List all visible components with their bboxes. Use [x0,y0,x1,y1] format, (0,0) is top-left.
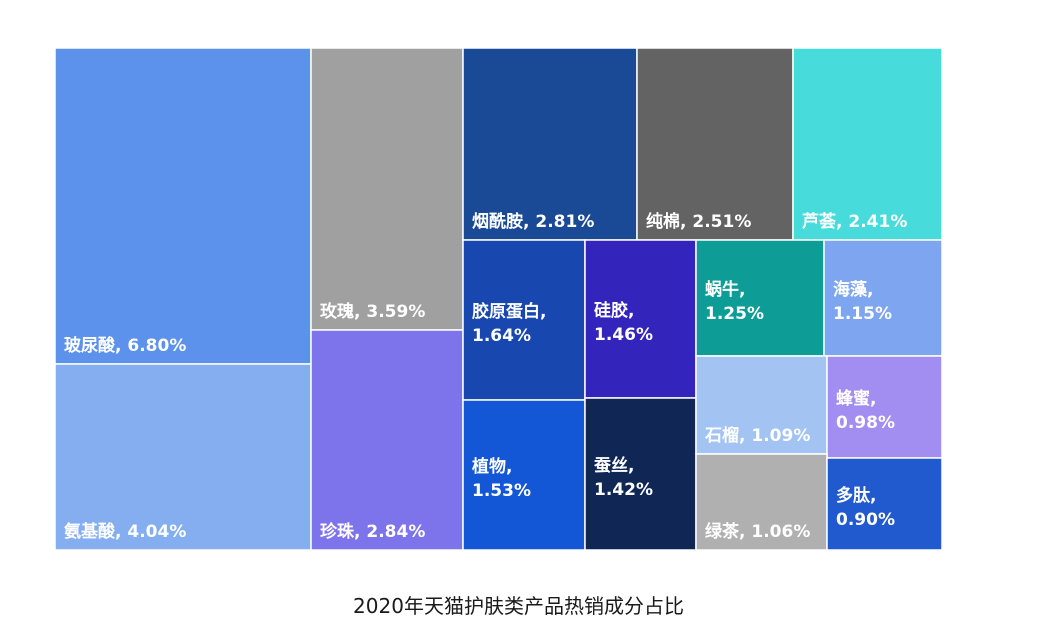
treemap-tile: 烟酰胺, 2.81% [462,47,638,241]
treemap-tile: 绿茶, 1.06% [695,453,828,551]
treemap-tile-label: 玻尿酸, 6.80% [64,335,186,356]
treemap-tile: 蚕丝, 1.42% [584,397,697,551]
treemap-tile-label: 绿茶, 1.06% [705,521,810,542]
treemap-tile: 蜂蜜, 0.98% [826,355,943,459]
treemap-tile-label: 烟酰胺, 2.81% [472,211,594,232]
treemap-tile: 珍珠, 2.84% [310,329,464,551]
treemap-tile-rect [462,47,638,241]
treemap-tile: 氨基酸, 4.04% [54,363,312,551]
treemap-tile-label: 蚕丝, 1.42% [593,455,653,500]
treemap-tile: 石榴, 1.09% [695,355,828,455]
treemap-tile: 多肽, 0.90% [826,457,943,551]
treemap-tile-rect [310,47,464,331]
treemap-tile-rect [310,329,464,551]
treemap-tile: 植物, 1.53% [462,399,586,551]
treemap-tile-rect [462,399,586,551]
treemap-tile-rect [54,363,312,551]
treemap-tile-rect [54,47,312,365]
treemap-tile-label: 珍珠, 2.84% [320,521,425,542]
treemap-tile-label: 植物, 1.53% [472,456,531,501]
treemap-tile-label: 蜗牛, 1.25% [705,279,764,324]
treemap-tile-label: 石榴, 1.09% [704,425,810,446]
treemap-tile: 胶原蛋白, 1.64% [462,239,586,401]
treemap-tile-rect [584,239,697,399]
treemap-tile-rect [584,397,697,551]
treemap-tile-label: 芦荟, 2.41% [802,211,907,232]
treemap-tile-rect [826,457,943,551]
treemap-tile-rect [462,239,586,401]
treemap-tile: 玫瑰, 3.59% [310,47,464,331]
treemap-tile-label: 玫瑰, 3.59% [320,301,425,322]
treemap-tile: 海藻, 1.15% [823,239,943,357]
treemap-tile-label: 氨基酸, 4.04% [64,521,186,542]
treemap-tile: 芦荟, 2.41% [792,47,943,241]
treemap-tile-label: 海藻, 1.15% [833,279,892,324]
treemap-tile-label: 蜂蜜, 0.98% [836,388,895,433]
chart-title: 2020年天猫护肤类产品热销成分占比 [353,594,684,618]
treemap-tile-rect [636,47,794,241]
treemap-tile-rect [695,239,825,357]
treemap-tile: 纯棉, 2.51% [636,47,794,241]
treemap-tile: 硅胶, 1.46% [584,239,697,399]
treemap-chart: 玻尿酸, 6.80% 氨基酸, 4.04% 玫瑰, 3.59% 珍珠, 2.84% 烟酰… [54,47,943,551]
treemap-tile-rect [695,355,828,455]
treemap-tile: 玻尿酸, 6.80% [54,47,312,365]
treemap-tile-rect [826,355,943,459]
treemap-tile-label: 胶原蛋白, 1.64% [472,301,546,346]
treemap-tile-label: 硅胶, 1.46% [594,300,653,345]
treemap-tile-label: 多肽, 0.90% [836,485,895,530]
treemap-tile-rect [695,453,828,551]
treemap-tile-label: 纯棉, 2.51% [646,211,751,232]
treemap-tile-rect [792,47,943,241]
treemap-tile-rect [823,239,943,357]
treemap-tile: 蜗牛, 1.25% [695,239,825,357]
